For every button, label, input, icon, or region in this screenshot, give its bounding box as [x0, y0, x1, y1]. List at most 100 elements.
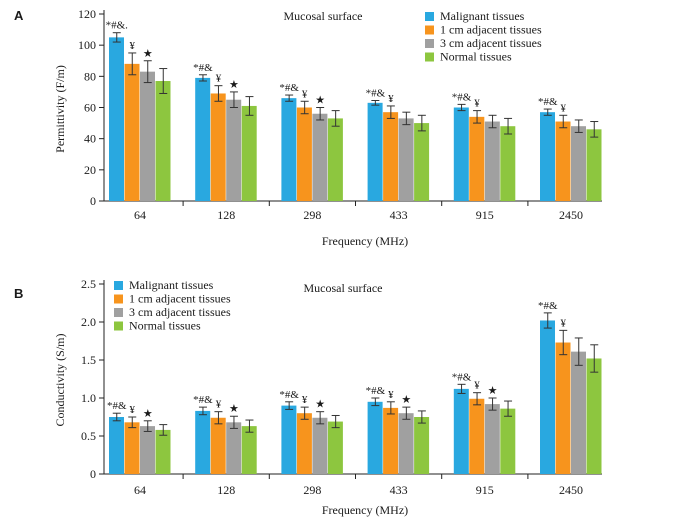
legend-label: 1 cm adjacent tissues — [440, 23, 542, 37]
legend-label: Malignant tissues — [440, 9, 525, 23]
x-tick-label: 915 — [476, 483, 494, 497]
bar — [281, 98, 297, 201]
bar — [469, 116, 485, 201]
legend-swatch — [425, 25, 434, 35]
y-tick-label: 1.5 — [81, 353, 96, 367]
significance-mark: *#& — [538, 300, 558, 312]
legend-swatch — [425, 39, 434, 48]
bar — [555, 121, 571, 201]
legend-swatch — [114, 294, 123, 304]
x-axis-title: Frequency (MHz) — [322, 503, 408, 517]
bar — [367, 102, 383, 201]
significance-mark: ¥ — [130, 40, 136, 52]
significance-mark: ¥ — [216, 73, 222, 85]
legend-swatch — [114, 321, 123, 331]
significance-mark: ★ — [315, 399, 325, 411]
bar — [241, 426, 257, 474]
bar — [327, 118, 343, 201]
bar — [226, 422, 242, 474]
x-tick-label: 298 — [303, 483, 321, 497]
significance-mark: ★ — [143, 48, 153, 60]
bar — [241, 105, 257, 201]
bar — [140, 426, 155, 474]
bar — [281, 405, 297, 474]
bar — [210, 93, 226, 201]
bar — [195, 77, 211, 201]
bar — [484, 121, 500, 201]
bar — [195, 410, 211, 474]
bar — [296, 413, 312, 474]
y-tick-label: 2.0 — [81, 315, 96, 329]
y-tick-label: 0 — [90, 467, 96, 481]
x-tick-label: 2450 — [559, 483, 583, 497]
legend-swatch — [114, 281, 123, 290]
bar — [500, 126, 516, 201]
bar — [210, 417, 226, 474]
x-tick-label: 128 — [217, 208, 235, 222]
bar — [226, 99, 242, 201]
x-tick-label: 64 — [134, 208, 146, 222]
significance-mark: ¥ — [388, 93, 394, 105]
panel-a-chart: A Mucosal surface 0 20 40 60 80 100 120 Permittiv… — [14, 7, 602, 248]
panel-label: A — [14, 8, 24, 23]
bar — [540, 112, 555, 201]
legend-swatch — [425, 12, 434, 21]
significance-mark: *#& — [193, 394, 213, 406]
significance-mark: *#& — [279, 389, 299, 401]
bar — [109, 417, 124, 474]
chart-title: Mucosal surface — [284, 9, 363, 23]
significance-mark: ★ — [488, 385, 498, 397]
significance-mark: *#& — [452, 371, 472, 383]
bar — [155, 429, 171, 474]
bar — [367, 401, 383, 474]
significance-mark: ★ — [229, 79, 239, 91]
significance-mark: ¥ — [561, 102, 567, 114]
significance-mark: *#& — [452, 91, 472, 103]
significance-mark: ¥ — [302, 88, 308, 100]
legend-label: 1 cm adjacent tissues — [129, 292, 231, 306]
bar — [571, 351, 586, 474]
significance-mark: ¥ — [474, 98, 480, 110]
y-tick-label: 80 — [84, 69, 96, 83]
bar — [414, 417, 430, 474]
significance-mark: *#& — [366, 385, 386, 397]
legend-label: Normal tissues — [129, 319, 201, 333]
significance-mark: *#& — [538, 96, 558, 108]
legend-swatch — [114, 308, 123, 317]
bar — [312, 417, 328, 474]
bar — [484, 404, 500, 474]
bar — [109, 37, 124, 201]
y-tick-label: 0.5 — [81, 429, 96, 443]
x-tick-label: 2450 — [559, 208, 583, 222]
y-tick-label: 120 — [78, 7, 96, 21]
significance-mark: *#& — [107, 400, 127, 412]
panel-b-chart: B Mucosal surface 0 0.5 1.0 1.5 2.0 2.5 Conducti… — [14, 277, 602, 517]
bar — [124, 422, 140, 474]
significance-mark: ★ — [401, 394, 411, 406]
bar — [586, 358, 602, 474]
significance-mark: ¥ — [561, 317, 567, 329]
bar — [586, 129, 602, 201]
bar — [414, 123, 430, 201]
significance-mark: ★ — [229, 403, 239, 415]
y-tick-label: 20 — [84, 163, 96, 177]
legend-swatch — [425, 52, 434, 62]
bar — [383, 407, 399, 474]
y-tick-label: 1.0 — [81, 391, 96, 405]
legend-label: 3 cm adjacent tissues — [129, 305, 231, 319]
bar — [571, 126, 586, 201]
panel-label: B — [14, 286, 23, 301]
legend-label: Malignant tissues — [129, 278, 214, 292]
bar — [469, 398, 485, 474]
bar — [327, 421, 343, 474]
significance-mark: *#&. — [106, 20, 129, 32]
bar — [383, 112, 399, 201]
bar — [140, 71, 155, 202]
legend-label: 3 cm adjacent tissues — [440, 36, 542, 50]
bar — [555, 342, 571, 474]
bar — [500, 408, 516, 474]
significance-mark: ¥ — [302, 394, 308, 406]
significance-mark: *#& — [366, 87, 386, 99]
x-tick-label: 433 — [390, 483, 408, 497]
